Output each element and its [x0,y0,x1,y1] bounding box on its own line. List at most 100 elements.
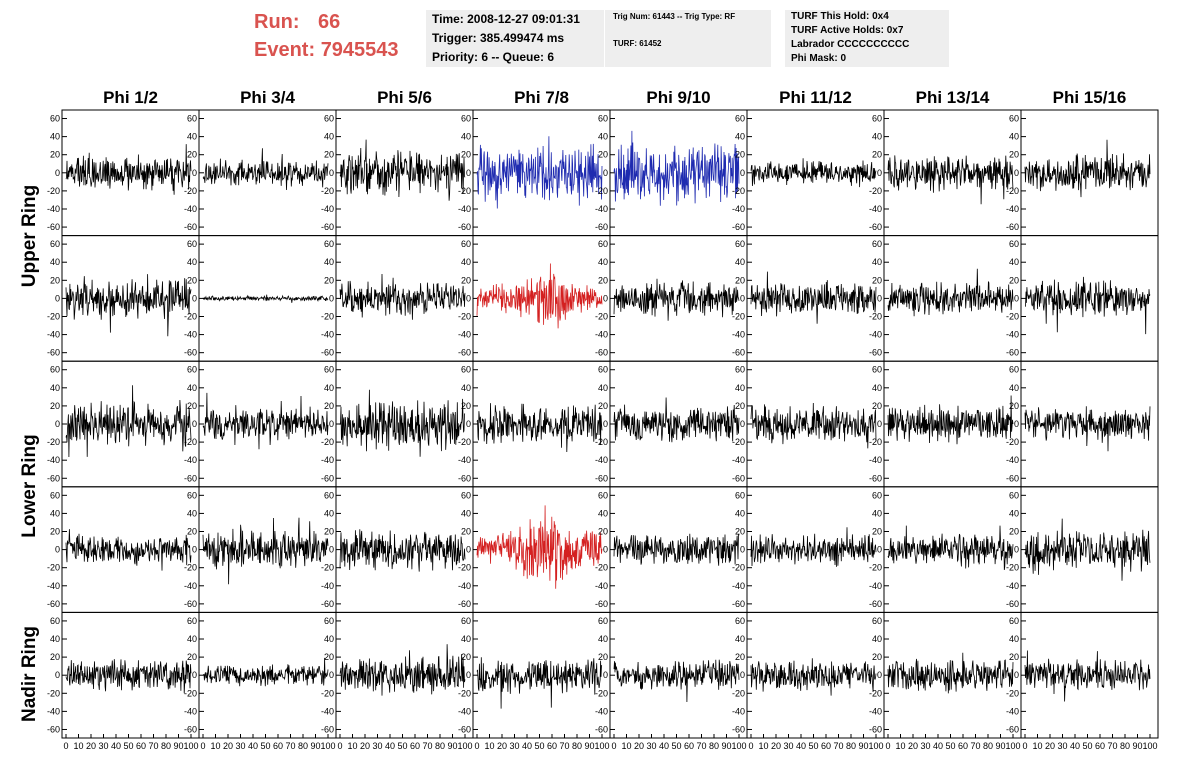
y-tick-label: -60 [595,348,608,358]
y-tick-label: -40 [458,204,471,214]
waveform-trace [202,517,329,585]
waveform-trace [613,659,740,703]
y-tick-label: 0 [466,293,471,303]
y-tick-label: -60 [1006,222,1019,232]
y-tick-label: 60 [598,490,608,500]
waveform-trace [339,273,466,320]
y-tick-label: 40 [872,508,882,518]
y-tick-label: -40 [47,455,60,465]
y-tick-label: -40 [1006,706,1019,716]
waveform-panel: 60 40 20 0 -20 -40 -60 [184,109,337,237]
y-tick-label: -20 [732,688,745,698]
y-tick-label: 20 [598,401,608,411]
x-tick-label: 10 [621,741,631,751]
column-header: Phi 13/14 [915,88,990,107]
y-tick-label: -60 [869,222,882,232]
y-tick-label: -60 [732,599,745,609]
x-tick-label: 10 [210,741,220,751]
x-tick-label: 90 [721,741,731,751]
y-tick-label: -40 [184,581,197,591]
y-tick-label: -60 [184,222,197,232]
x-tick-label: 50 [534,741,544,751]
y-tick-label: 60 [598,239,608,249]
x-tick-label: 90 [1132,741,1142,751]
y-tick-label: 40 [1009,634,1019,644]
y-tick-label: -20 [47,563,60,573]
y-tick-label: -40 [458,455,471,465]
y-tick-label: 40 [1009,508,1019,518]
x-tick-label: 0 [748,741,753,751]
y-tick-label: -40 [869,330,882,340]
x-tick-label: 50 [123,741,133,751]
y-tick-label: -60 [595,724,608,734]
x-tick-label: 80 [709,741,719,751]
x-tick-label: 100 [457,741,472,751]
y-tick-label: 0 [740,545,745,555]
y-tick-label: 40 [187,508,197,518]
y-tick-label: 0 [329,293,334,303]
y-tick-label: 0 [740,419,745,429]
x-tick-label: 30 [98,741,108,751]
x-tick-label: 50 [671,741,681,751]
y-tick-label: 40 [324,634,334,644]
y-tick-label: 40 [872,132,882,142]
y-tick-label: -20 [321,186,334,196]
y-tick-label: 0 [740,168,745,178]
waveform-panel: 60 40 20 0 -20 -40 -60 [732,109,885,237]
y-tick-label: 40 [598,383,608,393]
y-tick-label: 40 [598,132,608,142]
waveform-trace [339,389,466,457]
y-tick-label: 20 [187,652,197,662]
x-tick-label: 100 [183,741,198,751]
waveform-panel: 60 40 20 0 -20 -40 -60 [321,360,474,488]
y-tick-label: 60 [1009,616,1019,626]
y-tick-label: -60 [595,473,608,483]
waveform-trace [887,395,1014,445]
y-tick-label: 60 [1009,365,1019,375]
x-tick-label: 60 [821,741,831,751]
y-tick-label: 20 [324,652,334,662]
y-tick-label: -40 [595,581,608,591]
x-tick-label: 90 [858,741,868,751]
y-tick-label: -20 [47,186,60,196]
y-tick-label: 40 [461,257,471,267]
y-tick-label: -20 [869,311,882,321]
y-tick-label: -60 [458,599,471,609]
y-tick-label: -60 [869,724,882,734]
waveform-trace [887,268,1014,317]
x-tick-label: 70 [285,741,295,751]
y-tick-label: 0 [603,168,608,178]
y-tick-label: -40 [47,581,60,591]
y-tick-label: 60 [598,114,608,124]
x-tick-label: 60 [1095,741,1105,751]
labrador-text: Labrador CCCCCCCCCC [791,39,910,50]
y-tick-label: -40 [595,706,608,716]
x-tick-label: 80 [435,741,445,751]
y-tick-label: -40 [869,455,882,465]
y-tick-label: 40 [735,132,745,142]
y-tick-label: -20 [595,563,608,573]
x-tick-label: 60 [958,741,968,751]
y-tick-label: 0 [329,670,334,680]
y-tick-label: 40 [461,383,471,393]
y-tick-label: 40 [324,257,334,267]
x-tick-label: 100 [320,741,335,751]
y-tick-label: 60 [461,239,471,249]
y-tick-label: -60 [321,599,334,609]
y-tick-label: 60 [598,365,608,375]
y-tick-label: 0 [740,670,745,680]
run-event-header: Run: 66 Event: 7945543 [254,8,399,64]
y-tick-label: 60 [461,616,471,626]
waveform-trace [1024,139,1151,198]
y-tick-label: -60 [47,222,60,232]
event-line: Event: 7945543 [254,36,399,64]
y-tick-label: 20 [1009,275,1019,285]
waveform-panel: 60 40 20 0 -20 -40 -60 [1006,235,1159,362]
panel-frame [1020,109,1159,237]
y-tick-label: 60 [872,365,882,375]
y-tick-label: 20 [735,275,745,285]
